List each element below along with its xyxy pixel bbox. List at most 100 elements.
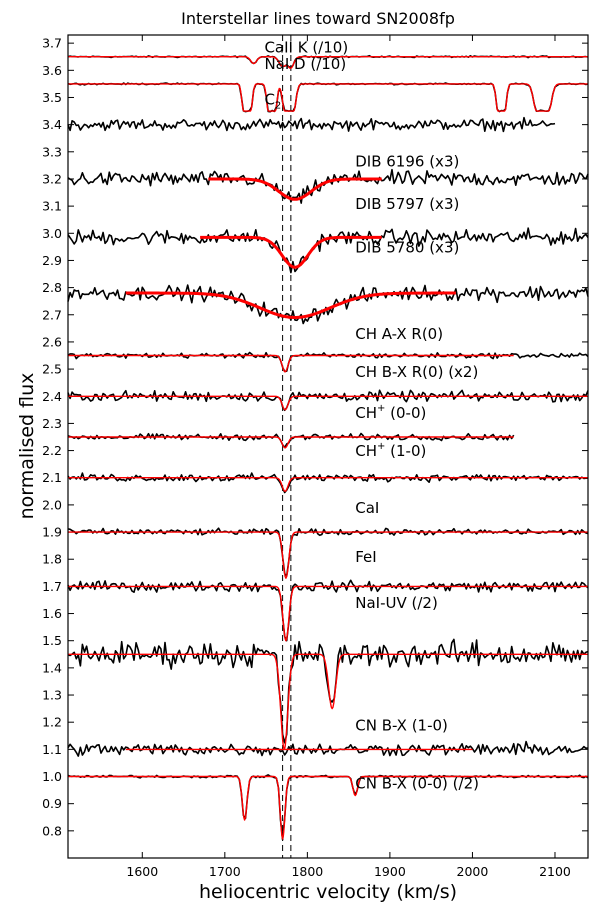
y-tick-label: 1.0 bbox=[42, 769, 62, 784]
y-tick-labels: 0.8 0.9 1.0 1.1 1.2 1.3 1.4 1.5 1.6 1.7 1.8 1.9 2.0 2… bbox=[42, 36, 62, 839]
series-fit-line bbox=[125, 291, 457, 319]
series-5 bbox=[67, 284, 589, 325]
y-tick-label: 3.1 bbox=[42, 199, 62, 214]
series-12 bbox=[67, 638, 589, 751]
y-tick-label: 1.8 bbox=[42, 552, 62, 567]
x-tick-label: 2100 bbox=[539, 864, 571, 879]
y-tick-label: 2.0 bbox=[42, 497, 62, 512]
series-9 bbox=[67, 472, 588, 494]
series-10 bbox=[67, 527, 589, 579]
series-2 bbox=[67, 116, 556, 133]
series-fit-line bbox=[68, 477, 588, 492]
y-tick-label: 1.2 bbox=[42, 715, 62, 730]
y-tick-label: 2.5 bbox=[42, 362, 62, 377]
y-tick-label: 3.0 bbox=[42, 226, 62, 241]
series-8 bbox=[67, 432, 515, 449]
series-fit-line bbox=[68, 436, 514, 449]
y-tick-label: 3.3 bbox=[42, 144, 62, 159]
series-11 bbox=[67, 579, 589, 642]
x-tick-label: 1600 bbox=[126, 864, 158, 879]
series-label: DIB 5780 (x3) bbox=[355, 238, 459, 256]
y-axis-label: normalised flux bbox=[16, 373, 38, 520]
y-tick-label: 0.9 bbox=[42, 796, 62, 811]
plot-frame bbox=[67, 34, 589, 859]
series-label: CH+ (1-0) bbox=[355, 441, 426, 460]
series-label: FeI bbox=[355, 548, 376, 566]
tick-marks bbox=[68, 35, 588, 858]
y-tick-label: 1.1 bbox=[42, 742, 62, 757]
x-tick-labels: 1600 1700 1800 1900 2000 2100 bbox=[126, 864, 571, 879]
x-axis-label: heliocentric velocity (km/s) bbox=[199, 881, 457, 903]
chart-title: Interstellar lines toward SN2008fp bbox=[181, 9, 455, 28]
x-tick-label: 1700 bbox=[209, 864, 241, 879]
series-label: CN B-X (0-0) (/2) bbox=[355, 775, 479, 793]
series-label: DIB 5797 (x3) bbox=[355, 195, 459, 213]
series-label: CaII K (/10) bbox=[264, 39, 348, 57]
y-tick-label: 2.7 bbox=[42, 307, 62, 322]
y-tick-label: 3.5 bbox=[42, 90, 62, 105]
series-13 bbox=[67, 740, 589, 757]
series-data-line bbox=[67, 740, 589, 757]
series-label: CH A-X R(0) bbox=[355, 325, 443, 343]
series-data-line bbox=[67, 389, 589, 412]
series-4 bbox=[67, 227, 589, 274]
y-tick-label: 2.1 bbox=[42, 470, 62, 485]
y-tick-label: 1.3 bbox=[42, 688, 62, 703]
series-label: DIB 6196 (x3) bbox=[355, 153, 459, 171]
series-fit-line bbox=[68, 83, 588, 112]
y-tick-label: 1.7 bbox=[42, 579, 62, 594]
series-fit-line bbox=[68, 354, 514, 373]
series-label: CH+ (0-0) bbox=[355, 403, 426, 422]
series-data-line bbox=[67, 116, 556, 133]
y-tick-label: 2.8 bbox=[42, 280, 62, 295]
series-label: CN B-X (1-0) bbox=[355, 716, 448, 734]
series-1 bbox=[67, 82, 589, 113]
y-tick-label: 3.7 bbox=[42, 36, 62, 51]
series-3 bbox=[67, 168, 589, 204]
series-fit-line bbox=[68, 531, 588, 579]
series-data-line bbox=[67, 284, 589, 325]
y-tick-label: 2.4 bbox=[42, 389, 62, 404]
series-data-line bbox=[67, 82, 589, 113]
x-tick-label: 1800 bbox=[291, 864, 323, 879]
series-data-line bbox=[67, 579, 589, 642]
series-data-line bbox=[67, 472, 588, 494]
series-label: NaI D (/10) bbox=[264, 55, 346, 73]
series-fit-line bbox=[199, 235, 383, 269]
series-layer bbox=[67, 54, 589, 841]
y-tick-label: 1.6 bbox=[42, 606, 62, 621]
series-data-line bbox=[67, 774, 589, 841]
y-tick-label: 2.3 bbox=[42, 416, 62, 431]
y-tick-label: 2.2 bbox=[42, 443, 62, 458]
series-0 bbox=[67, 54, 589, 69]
series-label: CH B-X R(0) (x2) bbox=[355, 363, 478, 381]
y-tick-label: 1.5 bbox=[42, 633, 62, 648]
series-14 bbox=[67, 774, 589, 841]
y-tick-label: 0.8 bbox=[42, 823, 62, 838]
x-tick-label: 1900 bbox=[374, 864, 406, 879]
y-tick-label: 1.4 bbox=[42, 660, 62, 675]
series-fit-line bbox=[68, 585, 588, 642]
y-tick-label: 3.6 bbox=[42, 63, 62, 78]
series-7 bbox=[67, 389, 589, 412]
series-label: C2 bbox=[264, 90, 281, 111]
series-fit-line bbox=[68, 56, 588, 69]
series-data-line bbox=[67, 527, 589, 577]
series-data-line bbox=[67, 168, 589, 204]
series-fit-line bbox=[68, 775, 588, 840]
series-fit-line bbox=[68, 395, 588, 411]
y-tick-label: 1.9 bbox=[42, 525, 62, 540]
x-tick-label: 2000 bbox=[457, 864, 489, 879]
series-fit-line bbox=[68, 653, 588, 751]
series-label: NaI-UV (/2) bbox=[355, 594, 438, 612]
y-tick-label: 2.9 bbox=[42, 253, 62, 268]
series-label: CaI bbox=[355, 499, 379, 517]
y-tick-label: 3.2 bbox=[42, 171, 62, 186]
series-fit-line bbox=[207, 177, 383, 201]
series-labels: CaII K (/10)NaI D (/10) C2 DIB 6196 (x3) DI… bbox=[264, 39, 479, 793]
y-tick-label: 3.4 bbox=[42, 117, 62, 132]
series-data-line bbox=[67, 227, 589, 274]
y-tick-label: 2.6 bbox=[42, 334, 62, 349]
reference-lines bbox=[282, 35, 292, 858]
